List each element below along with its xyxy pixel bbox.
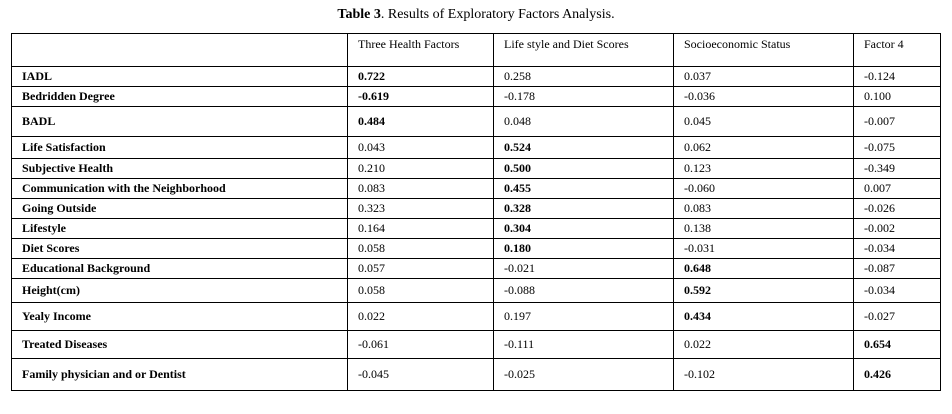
table-row: Height(cm) 0.058 -0.088 0.592 -0.034 (11, 278, 941, 303)
factor-loading-cell: 0.722 (347, 66, 494, 87)
factor-loading-cell: -0.034 (853, 278, 941, 303)
table-row: Educational Background 0.057 -0.021 0.648 -0… (11, 258, 941, 279)
row-label: Educational Background (11, 258, 348, 279)
factor-loading-cell: 0.210 (347, 158, 494, 179)
table-caption-label: Table 3 (337, 7, 381, 22)
factor-loading-cell: 0.022 (347, 302, 494, 331)
row-label: Life Satisfaction (11, 136, 348, 159)
table-row: BADL 0.484 0.048 0.045 -0.007 (11, 106, 941, 137)
factor-loading-cell: 0.058 (347, 238, 494, 259)
factor-loading-cell: -0.045 (347, 358, 494, 391)
row-label: Yealy Income (11, 302, 348, 331)
factor-loading-cell: -0.075 (853, 136, 941, 159)
row-label: IADL (11, 66, 348, 87)
table-row: Treated Diseases -0.061 -0.111 0.022 0.654 (11, 330, 941, 359)
header-life-style-diet-scores: Life style and Diet Scores (493, 33, 674, 67)
table-row: Bedridden Degree -0.619 -0.178 -0.036 0.100 (11, 86, 941, 107)
row-label: Bedridden Degree (11, 86, 348, 107)
row-label: Diet Scores (11, 238, 348, 259)
factor-loading-cell: 0.592 (673, 278, 854, 303)
factor-loading-cell: -0.061 (347, 330, 494, 359)
table-caption-text: . Results of Exploratory Factors Analysi… (380, 7, 615, 22)
factor-analysis-table: Three Health Factors Life style and Diet… (11, 33, 941, 391)
row-label: Treated Diseases (11, 330, 348, 359)
row-label: Height(cm) (11, 278, 348, 303)
factor-loading-cell: 0.654 (853, 330, 941, 359)
factor-loading-cell: 0.328 (493, 198, 674, 219)
header-socioeconomic-status: Socioeconomic Status (673, 33, 854, 67)
factor-loading-cell: -0.027 (853, 302, 941, 331)
factor-loading-cell: 0.500 (493, 158, 674, 179)
row-label: BADL (11, 106, 348, 137)
table-row: Yealy Income 0.022 0.197 0.434 -0.027 (11, 302, 941, 331)
factor-loading-cell: -0.111 (493, 330, 674, 359)
table-row: Lifestyle 0.164 0.304 0.138 -0.002 (11, 218, 941, 239)
factor-loading-cell: 0.037 (673, 66, 854, 87)
factor-loading-cell: -0.034 (853, 238, 941, 259)
table-row: Life Satisfaction 0.043 0.524 0.062 -0.075 (11, 136, 941, 159)
factor-loading-cell: -0.102 (673, 358, 854, 391)
factor-loading-cell: -0.087 (853, 258, 941, 279)
table-row: IADL 0.722 0.258 0.037 -0.124 (11, 66, 941, 87)
factor-loading-cell: 0.043 (347, 136, 494, 159)
factor-loading-cell: 0.524 (493, 136, 674, 159)
factor-loading-cell: 0.058 (347, 278, 494, 303)
factor-loading-cell: 0.197 (493, 302, 674, 331)
factor-loading-cell: 0.426 (853, 358, 941, 391)
factor-loading-cell: -0.036 (673, 86, 854, 107)
header-cell-empty (11, 33, 348, 67)
factor-loading-cell: -0.025 (493, 358, 674, 391)
factor-loading-cell: 0.304 (493, 218, 674, 239)
row-label: Lifestyle (11, 218, 348, 239)
table-body: IADL 0.722 0.258 0.037 -0.124 Bedridden Degre… (11, 66, 941, 391)
factor-loading-cell: -0.060 (673, 178, 854, 199)
factor-loading-cell: 0.258 (493, 66, 674, 87)
header-three-health-factors: Three Health Factors (347, 33, 494, 67)
table-row: Family physician and or Dentist -0.045 -0.… (11, 358, 941, 391)
factor-loading-cell: 0.455 (493, 178, 674, 199)
factor-loading-cell: 0.164 (347, 218, 494, 239)
factor-loading-cell: -0.021 (493, 258, 674, 279)
factor-loading-cell: 0.007 (853, 178, 941, 199)
factor-loading-cell: 0.083 (673, 198, 854, 219)
table-row: Subjective Health 0.210 0.500 0.123 -0.349 (11, 158, 941, 179)
factor-loading-cell: -0.007 (853, 106, 941, 137)
factor-loading-cell: 0.180 (493, 238, 674, 259)
factor-loading-cell: 0.123 (673, 158, 854, 179)
factor-loading-cell: 0.484 (347, 106, 494, 137)
factor-loading-cell: -0.124 (853, 66, 941, 87)
factor-loading-cell: 0.022 (673, 330, 854, 359)
table-caption: Table 3. Results of Exploratory Factors … (0, 6, 952, 24)
factor-loading-cell: 0.083 (347, 178, 494, 199)
factor-loading-cell: 0.323 (347, 198, 494, 219)
factor-loading-cell: -0.026 (853, 198, 941, 219)
row-label: Family physician and or Dentist (11, 358, 348, 391)
factor-loading-cell: 0.045 (673, 106, 854, 137)
factor-loading-cell: -0.178 (493, 86, 674, 107)
factor-loading-cell: 0.648 (673, 258, 854, 279)
row-label: Communication with the Neighborhood (11, 178, 348, 199)
factor-loading-cell: 0.100 (853, 86, 941, 107)
table-row: Communication with the Neighborhood 0.083… (11, 178, 941, 199)
factor-loading-cell: -0.349 (853, 158, 941, 179)
table-header-row: Three Health Factors Life style and Diet… (11, 33, 941, 67)
row-label: Going Outside (11, 198, 348, 219)
table-row: Diet Scores 0.058 0.180 -0.031 -0.034 (11, 238, 941, 259)
factor-loading-cell: -0.619 (347, 86, 494, 107)
factor-loading-cell: 0.062 (673, 136, 854, 159)
factor-loading-cell: 0.434 (673, 302, 854, 331)
factor-loading-cell: 0.048 (493, 106, 674, 137)
header-factor-4: Factor 4 (853, 33, 941, 67)
factor-loading-cell: 0.138 (673, 218, 854, 239)
factor-loading-cell: -0.031 (673, 238, 854, 259)
factor-loading-cell: -0.088 (493, 278, 674, 303)
table-row: Going Outside 0.323 0.328 0.083 -0.026 (11, 198, 941, 219)
factor-loading-cell: 0.057 (347, 258, 494, 279)
row-label: Subjective Health (11, 158, 348, 179)
factor-loading-cell: -0.002 (853, 218, 941, 239)
